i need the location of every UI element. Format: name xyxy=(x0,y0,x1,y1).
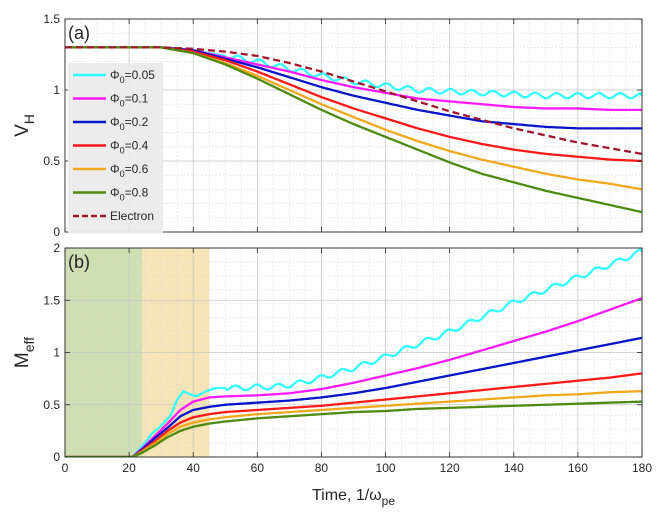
y-tick-label: 1 xyxy=(53,83,60,97)
series-line-b-2 xyxy=(65,336,642,457)
legend-label-6: Electron xyxy=(110,209,154,223)
legend-box xyxy=(68,63,163,234)
y-tick-label: 1.5 xyxy=(43,12,60,26)
axes-box-a xyxy=(64,18,643,233)
y-tick-label: 0.5 xyxy=(43,398,60,412)
y-axis-label-b: Meff xyxy=(12,337,37,368)
series-line-a-5 xyxy=(65,46,642,214)
x-tick-label: 140 xyxy=(504,461,524,475)
legend-label-4: Φ0=0.6 xyxy=(110,162,149,179)
x-tick-label: 80 xyxy=(315,461,329,475)
panel-label-b: (b) xyxy=(68,252,90,272)
series-line-b-5 xyxy=(65,400,642,457)
x-axis-label: Time, 1/ωpe xyxy=(312,487,395,508)
x-tick-label: 60 xyxy=(251,461,265,475)
series-group-a xyxy=(65,46,642,214)
x-tick-label: 40 xyxy=(187,461,201,475)
legend-label-3: Φ0=0.4 xyxy=(110,139,149,156)
x-tick-label: 120 xyxy=(440,461,460,475)
series-line-a-6 xyxy=(65,46,642,156)
y-tick-label: 0 xyxy=(53,225,60,239)
series-line-b-0 xyxy=(65,248,642,457)
series-line-b-3 xyxy=(65,372,642,457)
x-tick-label: 0 xyxy=(62,461,69,475)
y-tick-label: 2 xyxy=(53,241,60,255)
y-tick-label: 1.5 xyxy=(43,293,60,307)
legend-label-1: Φ0=0.1 xyxy=(110,92,149,109)
x-tick-label: 180 xyxy=(632,461,652,475)
y-axis-label-a: VH xyxy=(12,114,37,137)
series-line-b-1 xyxy=(65,297,642,457)
legend-label-2: Φ0=0.2 xyxy=(110,115,149,132)
y-tick-label: 0 xyxy=(53,450,60,464)
y-tick-label: 0.5 xyxy=(43,154,60,168)
x-tick-label: 100 xyxy=(376,461,396,475)
panel-b-chart: 0 20 40 60 80 100 120 140 160 180 0 0.5 1 1.5 2 (b) Meff… xyxy=(12,241,652,508)
legend-label-5: Φ0=0.8 xyxy=(110,186,149,203)
series-line-b-4 xyxy=(65,390,642,457)
x-tick-label: 160 xyxy=(568,461,588,475)
panel-a-chart: 0 0.5 1 1.5 (a) VH Φ0=0.05 Φ0=0.1 Φ0=0.2 Φ0=0.4 Φ0… xyxy=(12,12,643,239)
legend-label-0: Φ0=0.05 xyxy=(110,68,155,85)
x-tick-label: 20 xyxy=(122,461,136,475)
y-tick-label: 1 xyxy=(53,346,60,360)
panel-label-a: (a) xyxy=(68,23,90,43)
series-group-b xyxy=(65,248,642,457)
